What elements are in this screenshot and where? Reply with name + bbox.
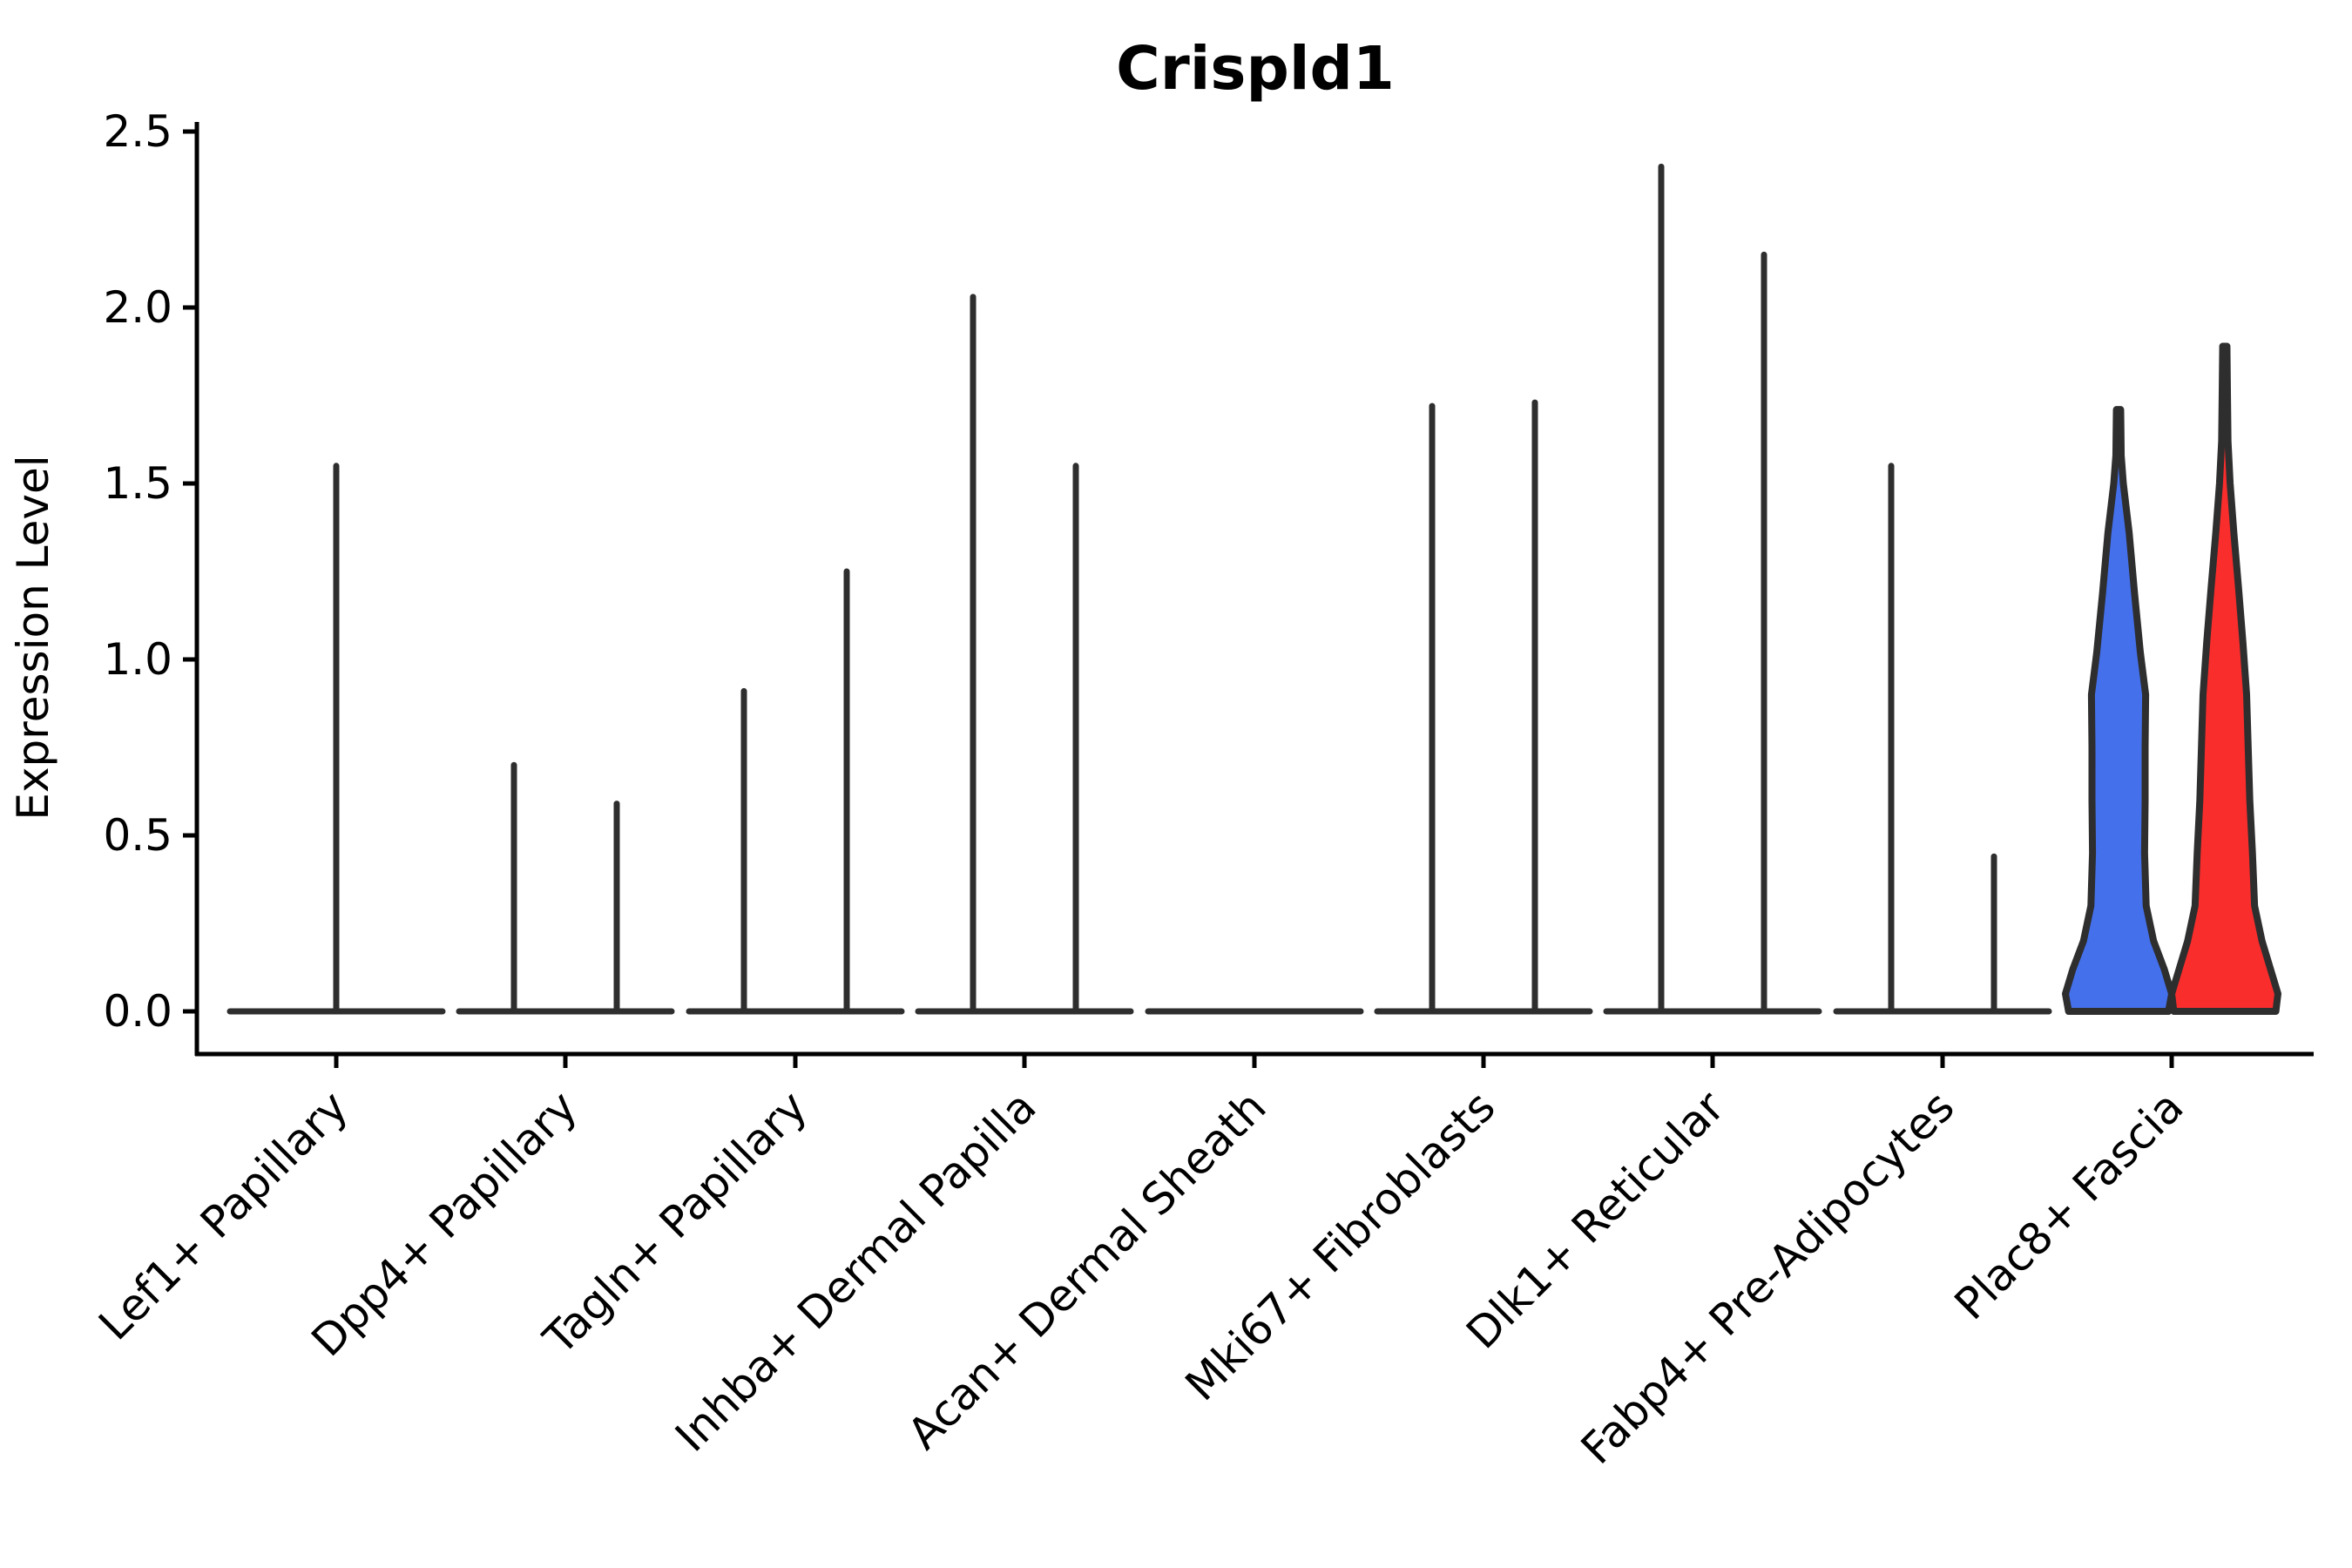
y-axis-label: Expression Level [8, 455, 58, 820]
x-axis-tick-label: Lef1+ Papillary [89, 1081, 357, 1349]
violin-body [2062, 406, 2175, 1015]
y-axis-tick-label: 2.5 [103, 106, 172, 157]
x-axis-tick-label: Plac8+ Fascia [1945, 1081, 2193, 1329]
violin-layer [226, 163, 2281, 1015]
y-axis-tick-label: 1.5 [103, 458, 172, 509]
x-axis-tick-label: Fabp4+ Pre-Adipocytes [1571, 1081, 1964, 1474]
violin-body [2168, 342, 2281, 1015]
plot-title: Crispld1 [1116, 34, 1395, 104]
y-axis-tick-label: 1.0 [103, 634, 172, 685]
y-axis-tick-label: 0.0 [103, 986, 172, 1037]
y-axis-tick-label: 2.0 [103, 282, 172, 333]
y-axis-tick-label: 0.5 [103, 810, 172, 861]
